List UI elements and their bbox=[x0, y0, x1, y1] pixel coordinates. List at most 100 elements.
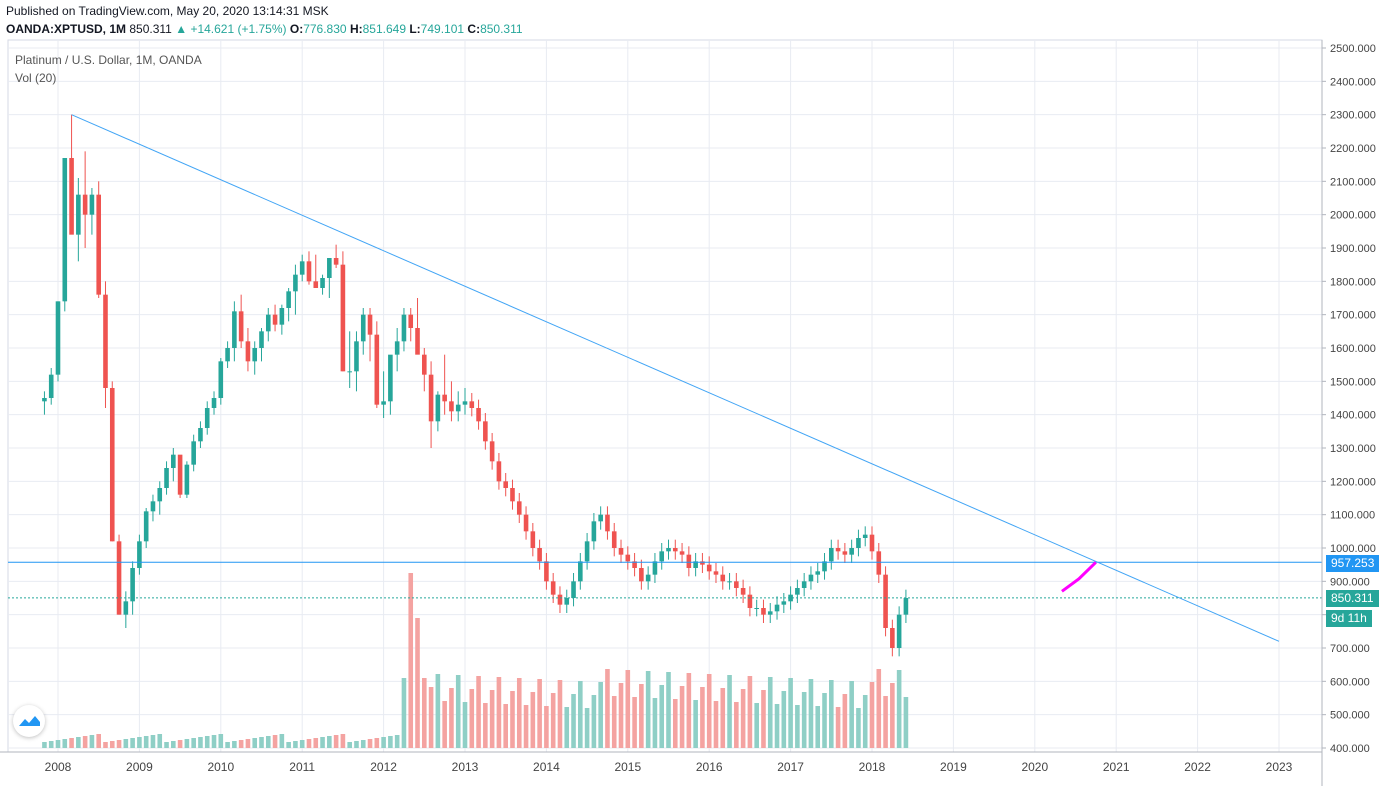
candle-body bbox=[272, 314, 278, 325]
volume-bar bbox=[734, 702, 739, 748]
candle-body bbox=[835, 548, 841, 552]
volume-bar bbox=[645, 671, 651, 748]
volume-bar bbox=[293, 741, 298, 748]
y-tick-label: 500.000 bbox=[1330, 710, 1370, 722]
volume-bars bbox=[42, 573, 909, 748]
volume-bar bbox=[238, 740, 244, 748]
candle-body bbox=[116, 541, 122, 615]
volume-bar bbox=[272, 735, 278, 748]
volume-bar bbox=[48, 741, 54, 748]
y-tick-label: 2500.000 bbox=[1330, 43, 1376, 55]
candle-body bbox=[320, 278, 325, 288]
volume-bar bbox=[510, 691, 515, 748]
volume-bar bbox=[286, 742, 291, 748]
candle-body bbox=[754, 608, 759, 609]
candle-body bbox=[211, 398, 217, 408]
candle-body bbox=[862, 534, 868, 538]
candle-body bbox=[734, 581, 739, 588]
volume-bar bbox=[123, 739, 129, 748]
volume-bar bbox=[279, 734, 285, 748]
candle-body bbox=[659, 551, 665, 562]
volume-bar bbox=[842, 694, 848, 748]
candle-body bbox=[354, 341, 359, 372]
candle-body bbox=[537, 548, 542, 562]
volume-bar bbox=[666, 672, 671, 748]
x-tick-label: 2017 bbox=[777, 760, 804, 774]
volume-bar bbox=[62, 739, 68, 748]
volume-bar bbox=[611, 696, 617, 748]
bar-countdown-tag: 9d 11h bbox=[1326, 610, 1372, 627]
candle-body bbox=[449, 401, 454, 412]
volume-bar bbox=[313, 738, 319, 748]
candle-body bbox=[679, 551, 685, 555]
candle-body bbox=[164, 468, 169, 488]
volume-bar bbox=[605, 669, 610, 748]
volume-bar bbox=[177, 740, 183, 748]
candle-body bbox=[849, 548, 854, 555]
candle-body bbox=[435, 394, 441, 422]
volume-bar bbox=[347, 742, 352, 748]
y-tick-label: 2100.000 bbox=[1330, 176, 1376, 188]
candle-body bbox=[455, 404, 461, 412]
candle-body bbox=[571, 581, 576, 598]
volume-bar bbox=[130, 738, 135, 748]
candle-body bbox=[143, 511, 149, 542]
triangle-up-icon: ▲ bbox=[175, 22, 188, 36]
candle-body bbox=[767, 611, 773, 615]
x-tick-label: 2008 bbox=[45, 760, 72, 774]
close-label: C: bbox=[467, 22, 481, 36]
candle-body bbox=[279, 308, 285, 325]
candle-body bbox=[516, 501, 522, 515]
volume-bar bbox=[462, 702, 468, 748]
candle-body bbox=[109, 388, 115, 542]
price-axis: 2500.000 2400.000 2300.000 2200.000 2100.000… bbox=[1321, 40, 1376, 786]
volume-bar bbox=[245, 739, 251, 748]
candle-body bbox=[48, 374, 54, 398]
volume-bar bbox=[571, 694, 576, 748]
volume-bar bbox=[225, 742, 230, 748]
candle-body bbox=[381, 401, 386, 405]
volume-bar bbox=[306, 739, 312, 748]
candle-body bbox=[808, 574, 814, 582]
x-tick-label: 2015 bbox=[614, 760, 641, 774]
candle-body bbox=[299, 261, 305, 275]
volume-bar bbox=[89, 735, 95, 748]
candle-body bbox=[204, 408, 210, 428]
volume-bar bbox=[299, 740, 305, 748]
volume-bar bbox=[808, 679, 814, 748]
candle-body bbox=[564, 598, 570, 605]
projection-path bbox=[1061, 561, 1097, 593]
volume-bar bbox=[679, 686, 685, 748]
y-tick-label: 1100.000 bbox=[1330, 510, 1375, 522]
candle-body bbox=[245, 341, 251, 362]
open-value: 776.830 bbox=[303, 22, 347, 36]
volume-bar bbox=[598, 682, 603, 748]
candle-body bbox=[415, 328, 420, 355]
volume-bar bbox=[184, 739, 190, 748]
y-tick-label: 1800.000 bbox=[1330, 276, 1376, 288]
candle-body bbox=[639, 568, 644, 582]
volume-bar bbox=[435, 674, 441, 748]
x-tick-label: 2012 bbox=[370, 760, 397, 774]
y-tick-label: 400.000 bbox=[1330, 743, 1370, 755]
candle-body bbox=[62, 158, 68, 302]
candle-body bbox=[374, 334, 380, 405]
candle-body bbox=[123, 601, 129, 615]
high-value: 851.649 bbox=[362, 22, 406, 36]
volume-bar bbox=[720, 688, 726, 748]
candle-body bbox=[869, 534, 875, 552]
low-value: 749.101 bbox=[420, 22, 465, 36]
volume-bar bbox=[157, 734, 163, 748]
current-price-tag: 850.311 bbox=[1326, 590, 1379, 607]
tradingview-logo-icon[interactable] bbox=[13, 705, 45, 737]
y-tick-label: 1600.000 bbox=[1330, 343, 1376, 355]
candle-body bbox=[842, 551, 848, 555]
volume-bar bbox=[82, 736, 88, 748]
time-axis: 2008 2009 2010 2011 2012 2013 2014 2015 2016 2017… bbox=[0, 751, 1322, 774]
candle-body bbox=[408, 314, 414, 328]
candle-body bbox=[496, 461, 502, 482]
candle-body bbox=[360, 314, 366, 342]
candle-body bbox=[422, 354, 427, 375]
candle-body bbox=[829, 548, 834, 562]
